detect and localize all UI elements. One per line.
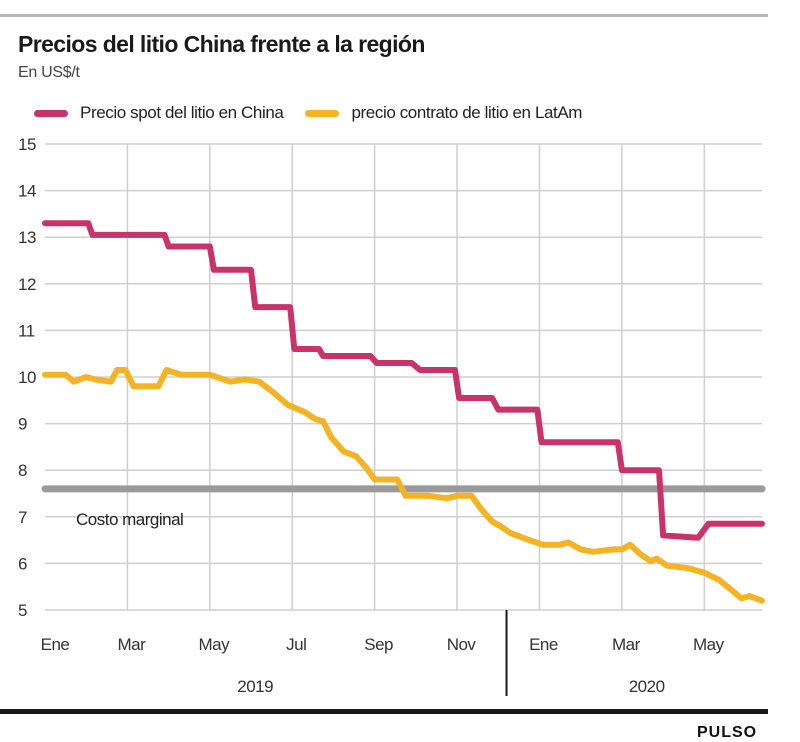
x-tick-label: May (199, 635, 231, 654)
y-tick-label: 10 (18, 368, 36, 387)
x-tick-label: Mar (612, 635, 641, 654)
reference-line-label: Costo marginal (76, 510, 183, 529)
legend-label-china: Precio spot del litio en China (80, 103, 284, 122)
legend: Precio spot del litio en China precio co… (34, 103, 604, 123)
legend-swatch-china (34, 109, 68, 117)
brand-logo: PULSO (697, 724, 758, 741)
x-tick-label: Jul (286, 635, 306, 654)
y-tick-label: 12 (18, 275, 36, 294)
legend-label-latam: precio contrato de litio en LatAm (351, 103, 583, 122)
x-tick-label: Ene (529, 635, 558, 654)
top-rule (0, 14, 768, 17)
x-tick-label: Sep (364, 635, 393, 654)
year-label: 2019 (237, 677, 273, 696)
y-axis-ticks: 5 6 7 8 9 10 11 12 13 14 15 (18, 135, 36, 620)
y-tick-label: 13 (18, 228, 36, 247)
bottom-rule (0, 709, 768, 714)
chart-subtitle: En US$/t (18, 64, 80, 81)
year-label: 2020 (629, 677, 665, 696)
y-tick-label: 11 (18, 321, 35, 340)
legend-item-latam: precio contrato de litio en LatAm (305, 103, 582, 123)
x-tick-label: May (693, 635, 725, 654)
series-line-china-spot (42, 220, 765, 541)
y-tick-label: 9 (18, 415, 27, 434)
y-tick-label: 14 (18, 182, 36, 201)
y-tick-label: 8 (18, 461, 27, 480)
x-tick-label: Ene (41, 635, 70, 654)
chart-title: Precios del litio China frente a la regi… (18, 31, 425, 57)
legend-swatch-latam (305, 109, 340, 117)
x-tick-label: Mar (118, 635, 147, 654)
series-line-latam-contract (42, 367, 765, 604)
legend-item-china: Precio spot del litio en China (34, 103, 284, 123)
y-tick-label: 6 (18, 554, 27, 573)
grid (45, 143, 762, 611)
y-tick-label: 7 (18, 508, 27, 527)
x-axis-ticks: Ene Mar May Jul Sep Nov Ene Mar May 2019 2020 (41, 610, 725, 696)
y-tick-label: 5 (18, 601, 27, 620)
x-tick-label: Nov (447, 635, 477, 654)
series-lines (42, 220, 765, 604)
y-tick-label: 15 (18, 135, 36, 154)
